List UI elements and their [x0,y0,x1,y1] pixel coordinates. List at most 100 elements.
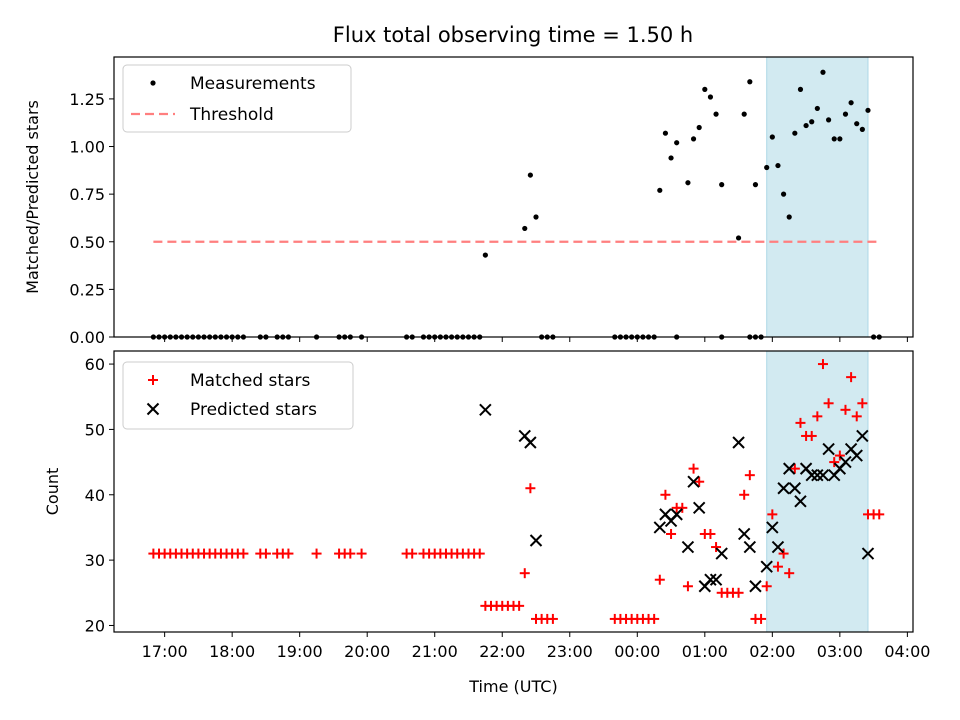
predicted-mark-b [732,436,745,449]
matched-star-point [851,411,862,422]
predicted-mark-b [737,527,751,541]
predicted-star-point [771,540,785,554]
x-tick-label: 19:00 [277,642,323,661]
bottom-legend: Matched stars Predicted stars [122,361,354,430]
measurement-point [820,69,826,75]
y-axis-label: Matched/Predicted stars [23,100,42,294]
predicted-star-point [805,468,818,482]
measurement-point [837,136,843,142]
predicted-mark-b [743,540,757,554]
predicted-star-point [479,403,492,417]
measurement-point [865,107,871,113]
predicted-star-point [816,468,830,482]
matched-star-point [812,411,823,422]
matched-star-point [311,548,322,559]
matched-star-point [356,548,367,559]
top-legend: Measurements Threshold [122,64,352,133]
matched-star-point [688,463,699,474]
matched-star-point [345,548,356,559]
legend-box [122,64,352,133]
predicted-star-point [850,449,863,462]
x-tick-label: 23:00 [547,642,593,661]
measurement-point [696,124,702,131]
predicted-star-point [743,540,757,554]
measurement-point [482,252,488,258]
legend-marker-predicted-b [146,402,160,416]
matched-star-point [666,528,677,539]
legend-label-predicted: Predicted stars [190,400,317,420]
y-axis-label: Count [43,468,62,516]
matched-star-point [795,417,806,428]
matched-star-point [772,561,783,572]
predicted-mark-b [844,442,858,456]
measurement-point [786,214,792,220]
x-tick-label: 00:00 [614,642,660,661]
shaded-interval [766,56,869,338]
predicted-star-point [766,521,779,534]
measurement-point [769,134,775,140]
predicted-mark-b [524,436,537,449]
predicted-mark-b [794,495,807,508]
predicted-star-point [783,462,796,475]
predicted-mark-b [799,462,813,475]
measurement-point [674,140,680,146]
matched-star-point [829,457,840,468]
predicted-star-point [524,436,537,449]
measurement-point [662,130,669,136]
matched-star-point [649,613,660,624]
predicted-mark-b [709,573,723,586]
measurement-point [848,100,854,106]
y-tick-label: 0.25 [69,280,105,299]
matched-star-point [857,398,868,409]
matched-star-point [784,568,795,579]
predicted-mark-b [811,468,824,482]
predicted-mark-b [822,442,835,456]
matched-star-point [238,548,249,559]
measurement-point [764,164,770,171]
predicted-star-point [839,455,852,469]
measurement-point [780,191,787,197]
predicted-star-point [715,547,728,560]
predicted-mark-b [479,403,492,417]
predicted-star-point [704,573,717,586]
x-tick-label: 17:00 [142,642,188,661]
predicted-mark-b [749,580,762,593]
predicted-star-point [811,468,824,482]
legend-box [122,361,354,430]
matched-star-point [654,574,665,585]
measurement-point [707,94,714,100]
matched-star-point [547,613,558,624]
predicted-mark-b [529,534,543,547]
measurement-point [814,105,820,112]
predicted-star-point [777,482,790,495]
measurement-point [747,79,753,85]
x-tick-label: 22:00 [479,642,525,661]
measurement-point [809,119,815,125]
matched-star-point [756,613,767,624]
predicted-star-point [822,442,835,456]
predicted-star-point [861,547,875,560]
measurement-point [792,130,798,136]
measurement-point [668,155,674,161]
measurement-point [831,136,837,142]
x-tick-label: 21:00 [412,642,458,661]
predicted-star-point [681,540,695,554]
matched-star-point [677,502,688,513]
x-tick-label: 02:00 [749,642,795,661]
predicted-mark-b [856,429,869,443]
matched-star-point [519,568,530,579]
predicted-mark-b [715,547,728,560]
top-axes-frame [113,56,914,338]
predicted-mark-b [816,468,830,482]
measurement-point [803,122,809,129]
predicted-mark-b [518,429,531,443]
predicted-star-point [749,580,762,593]
matched-star-point [840,404,851,415]
matched-star-point [682,581,693,592]
predicted-mark-b [783,462,796,475]
x-tick-label: 18:00 [209,642,255,661]
x-tick-label: 01:00 [682,642,728,661]
matched-star-point [834,450,845,461]
matched-star-point [474,548,485,559]
bottom-panel: 20 30 40 50 60 17:00 18:00 19:00 20:00 21:00 22:00… [43,350,930,696]
